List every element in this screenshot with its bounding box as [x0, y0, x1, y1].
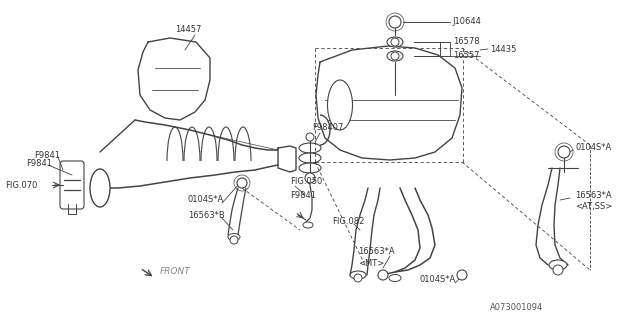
Text: 16557: 16557	[453, 52, 479, 60]
Polygon shape	[306, 175, 312, 222]
Circle shape	[378, 270, 388, 280]
Text: A073001094: A073001094	[490, 303, 543, 313]
Text: FIG.070: FIG.070	[5, 180, 37, 189]
Text: F9841: F9841	[26, 158, 52, 167]
Text: 16563*A: 16563*A	[358, 247, 395, 257]
Circle shape	[553, 265, 563, 275]
Text: F98407: F98407	[312, 124, 344, 132]
Text: <MT>: <MT>	[358, 260, 384, 268]
Text: 0104S*A: 0104S*A	[188, 196, 224, 204]
Text: FRONT: FRONT	[160, 268, 191, 276]
Ellipse shape	[350, 271, 366, 279]
Polygon shape	[536, 168, 552, 265]
Text: 0104S*A: 0104S*A	[575, 143, 611, 153]
Text: 16578: 16578	[453, 37, 479, 46]
Circle shape	[391, 52, 399, 60]
Text: 16563*B: 16563*B	[188, 211, 225, 220]
Text: 16563*A: 16563*A	[575, 190, 612, 199]
Polygon shape	[382, 188, 420, 275]
Circle shape	[305, 173, 315, 183]
Circle shape	[306, 133, 314, 141]
Text: 0104S*A: 0104S*A	[420, 276, 456, 284]
Ellipse shape	[299, 143, 321, 153]
Polygon shape	[278, 146, 296, 172]
Circle shape	[457, 270, 467, 280]
Polygon shape	[138, 38, 210, 120]
Ellipse shape	[387, 37, 403, 47]
Text: J10644: J10644	[452, 18, 481, 27]
Ellipse shape	[299, 163, 321, 173]
Circle shape	[558, 146, 570, 158]
Circle shape	[391, 38, 399, 46]
Text: FIG.050: FIG.050	[290, 178, 323, 187]
Circle shape	[354, 274, 362, 282]
Ellipse shape	[228, 234, 240, 241]
Text: F9841: F9841	[34, 150, 60, 159]
Ellipse shape	[328, 80, 353, 130]
Text: FIG.082: FIG.082	[332, 218, 364, 227]
Ellipse shape	[549, 260, 567, 270]
Polygon shape	[350, 188, 368, 275]
Circle shape	[389, 16, 401, 28]
Circle shape	[230, 236, 238, 244]
Ellipse shape	[389, 275, 401, 282]
Text: 14435: 14435	[490, 45, 516, 54]
Text: F9841: F9841	[290, 191, 316, 201]
Polygon shape	[316, 46, 462, 160]
Ellipse shape	[303, 222, 313, 228]
FancyBboxPatch shape	[60, 161, 84, 209]
Ellipse shape	[387, 51, 403, 61]
Text: 14457: 14457	[175, 26, 202, 35]
Circle shape	[237, 178, 247, 188]
Ellipse shape	[299, 153, 321, 163]
Text: <AT,SS>: <AT,SS>	[575, 203, 612, 212]
Ellipse shape	[90, 169, 110, 207]
